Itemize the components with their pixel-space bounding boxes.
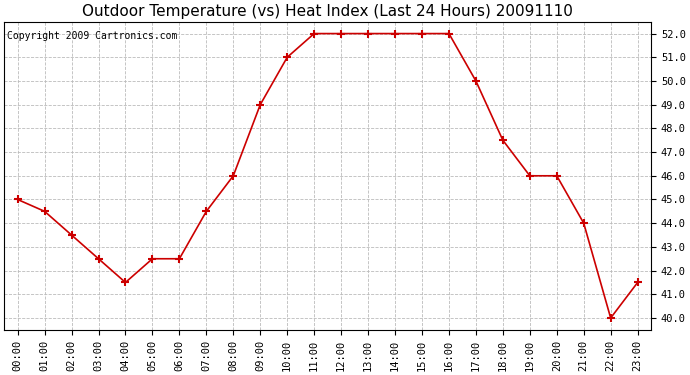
Title: Outdoor Temperature (vs) Heat Index (Last 24 Hours) 20091110: Outdoor Temperature (vs) Heat Index (Las… [82, 4, 573, 19]
Text: Copyright 2009 Cartronics.com: Copyright 2009 Cartronics.com [8, 31, 178, 41]
